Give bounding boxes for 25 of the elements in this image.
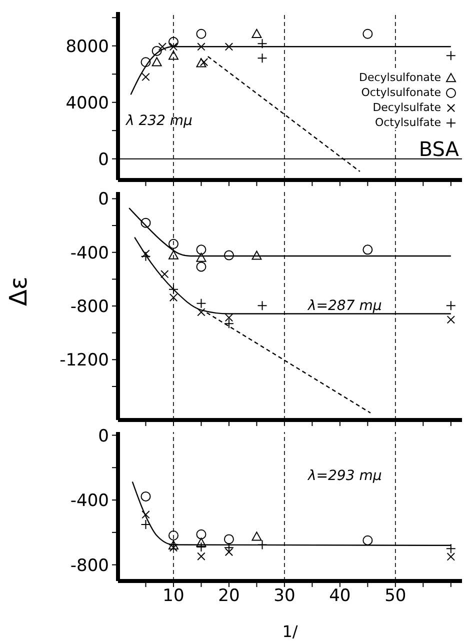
x-axis-title: 1/ — [282, 622, 298, 641]
legend-label: Decylsulfonate — [358, 70, 441, 85]
y-tick-label: -1200 — [60, 350, 109, 371]
y-tick-label: 0 — [98, 150, 109, 170]
x-tick-label: 20 — [218, 586, 240, 606]
y-tick-label: 0 — [98, 190, 109, 210]
y-tick-label: -800 — [70, 297, 109, 318]
y-tick-label: 4000 — [66, 93, 109, 114]
y-tick-label: 0 — [98, 426, 109, 446]
legend-label: Decylsulfate — [372, 100, 441, 115]
y-tick-label: 8000 — [66, 36, 109, 57]
y-axis-title: Δε — [4, 276, 33, 306]
annotation: λ=293 mμ — [308, 468, 382, 484]
y-tick-label: -400 — [70, 243, 109, 264]
ref-line-label: BSA — [418, 136, 460, 161]
x-tick-label: 40 — [329, 586, 351, 606]
annotation: λ 232 mμ — [126, 113, 192, 129]
y-tick-label: -800 — [70, 556, 109, 576]
annotation: λ=287 mμ — [308, 298, 382, 314]
y-tick-label: -400 — [70, 491, 109, 512]
x-tick-label: 50 — [384, 586, 406, 606]
legend-label: Octylsulfonate — [361, 85, 441, 100]
x-tick-label: 10 — [162, 586, 184, 606]
x-tick-label: 30 — [274, 586, 296, 606]
legend-label: Octylsulfate — [374, 115, 441, 130]
